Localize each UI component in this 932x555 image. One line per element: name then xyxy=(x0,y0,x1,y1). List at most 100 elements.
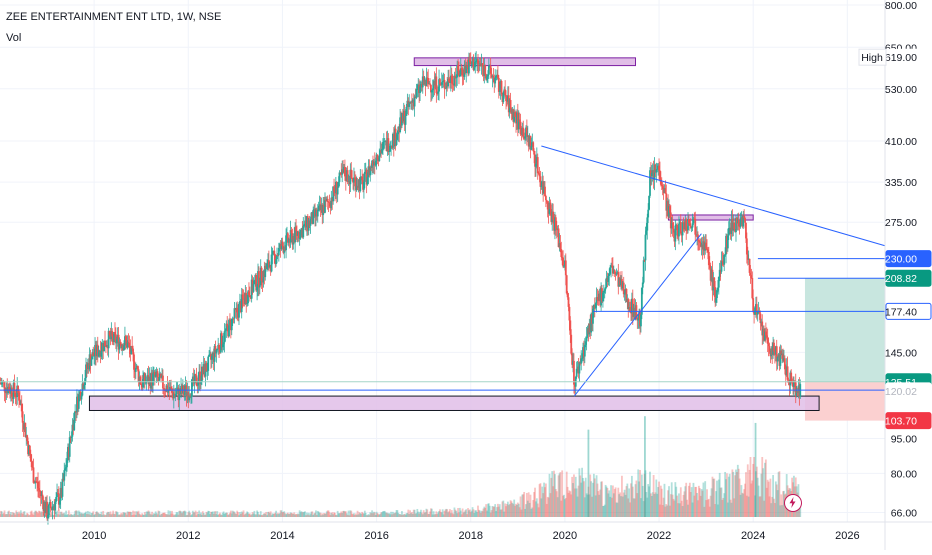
volume-indicator-label[interactable]: Vol xyxy=(6,32,22,44)
volume-bar xyxy=(211,511,214,517)
candle-body xyxy=(357,179,360,188)
candle-body xyxy=(80,395,83,400)
candle-body xyxy=(558,243,561,248)
volume-bar xyxy=(263,513,266,517)
candle-body xyxy=(637,318,640,321)
candle-body xyxy=(237,312,239,318)
candle-body xyxy=(722,261,725,265)
candle-body xyxy=(536,157,539,174)
volume-bar xyxy=(385,512,388,517)
candle-body xyxy=(290,230,293,234)
price-axis[interactable]: 66.0080.0095.00145.00275.00335.00410.005… xyxy=(885,0,917,520)
lightning-icon[interactable] xyxy=(784,494,802,512)
volume-bar xyxy=(110,514,113,517)
candle-body xyxy=(116,334,119,340)
candle-body xyxy=(271,251,274,255)
candle-body xyxy=(266,263,268,269)
candle-body xyxy=(31,467,34,469)
candle-body xyxy=(436,93,439,94)
volume-bar xyxy=(475,510,478,517)
volume-bar xyxy=(712,478,715,517)
volume-bar xyxy=(687,504,689,517)
volume-bar xyxy=(120,512,123,517)
volume-bar xyxy=(177,514,180,517)
volume-bar xyxy=(543,482,545,517)
volume-bar xyxy=(436,514,439,517)
volume-bar xyxy=(393,512,396,517)
volume-bar xyxy=(714,504,717,517)
candle-body xyxy=(106,345,109,349)
candle-body xyxy=(470,63,473,65)
candle-body xyxy=(468,59,470,74)
candle-body xyxy=(34,481,37,484)
volume-bar xyxy=(269,511,272,517)
volume-bar xyxy=(408,513,411,517)
volume-bar xyxy=(728,473,731,517)
volume-bar xyxy=(569,491,572,517)
volume-bar xyxy=(686,499,689,517)
candle-body xyxy=(734,229,736,233)
candle-body xyxy=(621,282,624,289)
candle-body xyxy=(769,351,772,357)
candle-body xyxy=(210,354,212,360)
volume-bar xyxy=(210,511,212,517)
volume-bar xyxy=(660,488,663,517)
volume-bar xyxy=(32,514,35,517)
volume-bar xyxy=(365,515,368,517)
candle-body xyxy=(728,227,731,229)
candle-body xyxy=(20,403,23,412)
volume-bar xyxy=(271,513,274,517)
candle-body xyxy=(771,348,774,355)
candle-body xyxy=(369,166,372,176)
volume-bar xyxy=(129,511,132,517)
candle-body xyxy=(786,366,789,380)
candle-body xyxy=(103,340,106,352)
candle-body xyxy=(325,200,327,201)
candle-body xyxy=(365,169,368,185)
volume-bar xyxy=(723,493,726,517)
candle-body xyxy=(267,260,269,264)
price-labels: 619.00High230.00208.82177.40125.51120.02… xyxy=(858,48,932,430)
candle-body xyxy=(372,161,375,166)
candle-body xyxy=(97,352,100,357)
candle-body xyxy=(692,218,695,224)
volume-bar xyxy=(511,502,514,517)
volume-bar xyxy=(769,478,772,517)
volume-bar xyxy=(219,514,222,517)
candle-body xyxy=(99,350,102,357)
volume-bar xyxy=(99,514,102,517)
volume-bar xyxy=(96,512,99,517)
volume-bar xyxy=(654,492,657,517)
volume-bar xyxy=(525,492,528,517)
volume-bar xyxy=(400,514,402,517)
candle-body xyxy=(13,382,16,393)
volume-bar xyxy=(309,513,312,517)
volume-bar xyxy=(406,512,409,517)
volume-bar xyxy=(60,511,63,517)
volume-bar xyxy=(572,483,574,517)
volume-bar xyxy=(705,500,708,517)
volume-bar xyxy=(24,515,27,517)
volume-bar xyxy=(457,507,459,517)
volume-bar xyxy=(87,514,90,517)
candle-body xyxy=(28,445,31,454)
volume-bar xyxy=(237,512,239,517)
candle-body xyxy=(344,176,347,181)
candle-body xyxy=(104,340,106,347)
candle-body xyxy=(418,84,421,94)
volume-bar xyxy=(359,513,362,517)
candle-body xyxy=(735,218,737,233)
volume-bar xyxy=(83,513,86,517)
candle-body xyxy=(310,212,313,219)
candle-body xyxy=(12,382,15,399)
target-zone-box xyxy=(804,278,885,382)
volume-bar xyxy=(316,510,319,517)
time-axis[interactable]: 2010 2012 2014 2016 2018 2020 2022 2024 2026 xyxy=(82,530,860,542)
volume-bar xyxy=(430,508,433,517)
price-tag: High xyxy=(861,52,883,64)
candle-body xyxy=(278,244,281,248)
candle-body xyxy=(535,163,537,167)
candle-body xyxy=(583,344,586,357)
